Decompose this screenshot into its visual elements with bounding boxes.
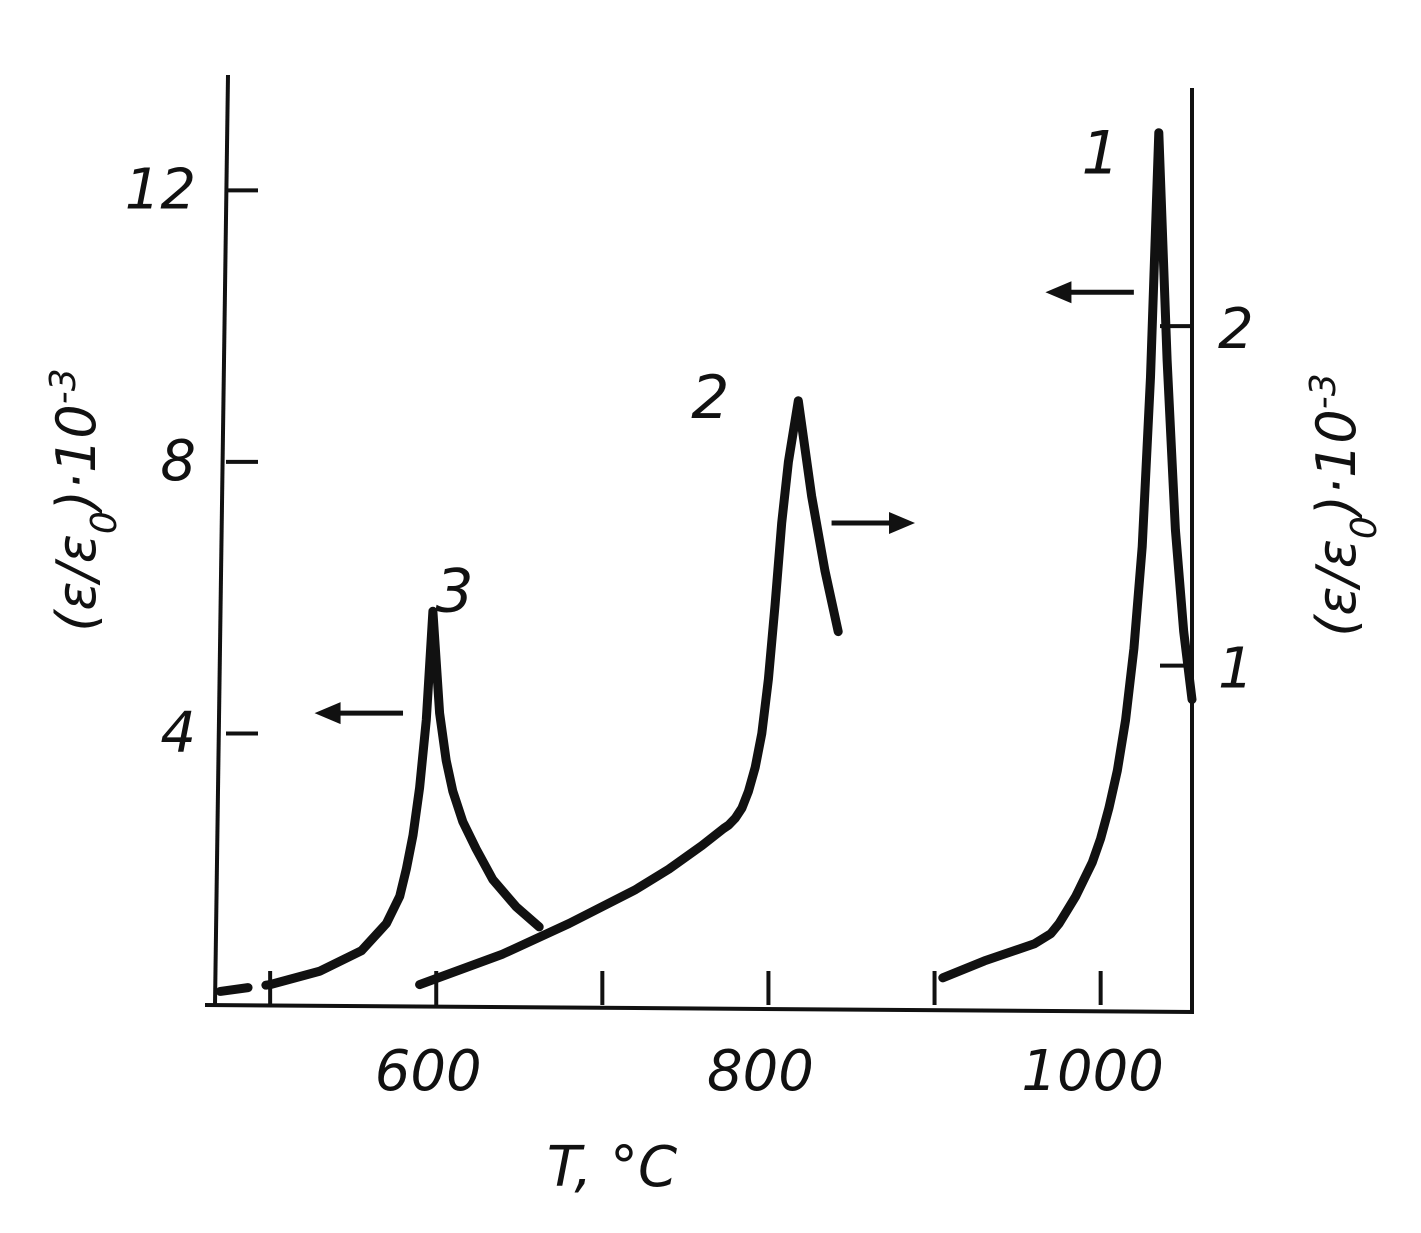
arrow-series-2 <box>831 512 916 535</box>
x-tick-label-600: 600 <box>375 1039 482 1104</box>
arrow-head-3 <box>314 702 341 725</box>
arrow-series-3 <box>314 702 404 725</box>
y-right-tick-label-1: 1 <box>1218 637 1254 702</box>
y-right-tick-label-2: 2 <box>1218 297 1254 362</box>
x-tick-label-800: 800 <box>707 1039 814 1104</box>
x-axis-label: T, °C <box>547 1135 677 1200</box>
ticks <box>226 188 1192 1005</box>
y-left-tick-label-12: 12 <box>125 157 196 222</box>
series-3-line <box>265 606 544 990</box>
y-axis-label-left: (ε/ε0)·10-3 <box>43 368 125 631</box>
y-axis-label-right: (ε/ε0)·10-3 <box>1303 373 1385 636</box>
x-tick-label-1000: 1000 <box>1021 1039 1164 1104</box>
arrow-series-1 <box>1045 281 1134 304</box>
arrows <box>314 281 1134 725</box>
y-left-tick-label-4: 4 <box>160 700 196 765</box>
series-3-dashed-line <box>215 980 275 996</box>
series-label-3: 3 <box>435 556 473 626</box>
y-left-tick-label-8: 8 <box>160 429 196 494</box>
y-axis-left-line <box>213 74 230 1006</box>
axes <box>204 74 1195 1014</box>
curves <box>215 128 1197 996</box>
arrow-head-2 <box>889 512 916 535</box>
x-axis-line <box>204 1003 1195 1014</box>
arrow-head-1 <box>1045 281 1072 304</box>
series-2-line <box>415 396 843 990</box>
series-1-line <box>938 128 1197 983</box>
series-label-2: 2 <box>691 363 729 433</box>
series-label-1: 1 <box>1082 118 1120 188</box>
